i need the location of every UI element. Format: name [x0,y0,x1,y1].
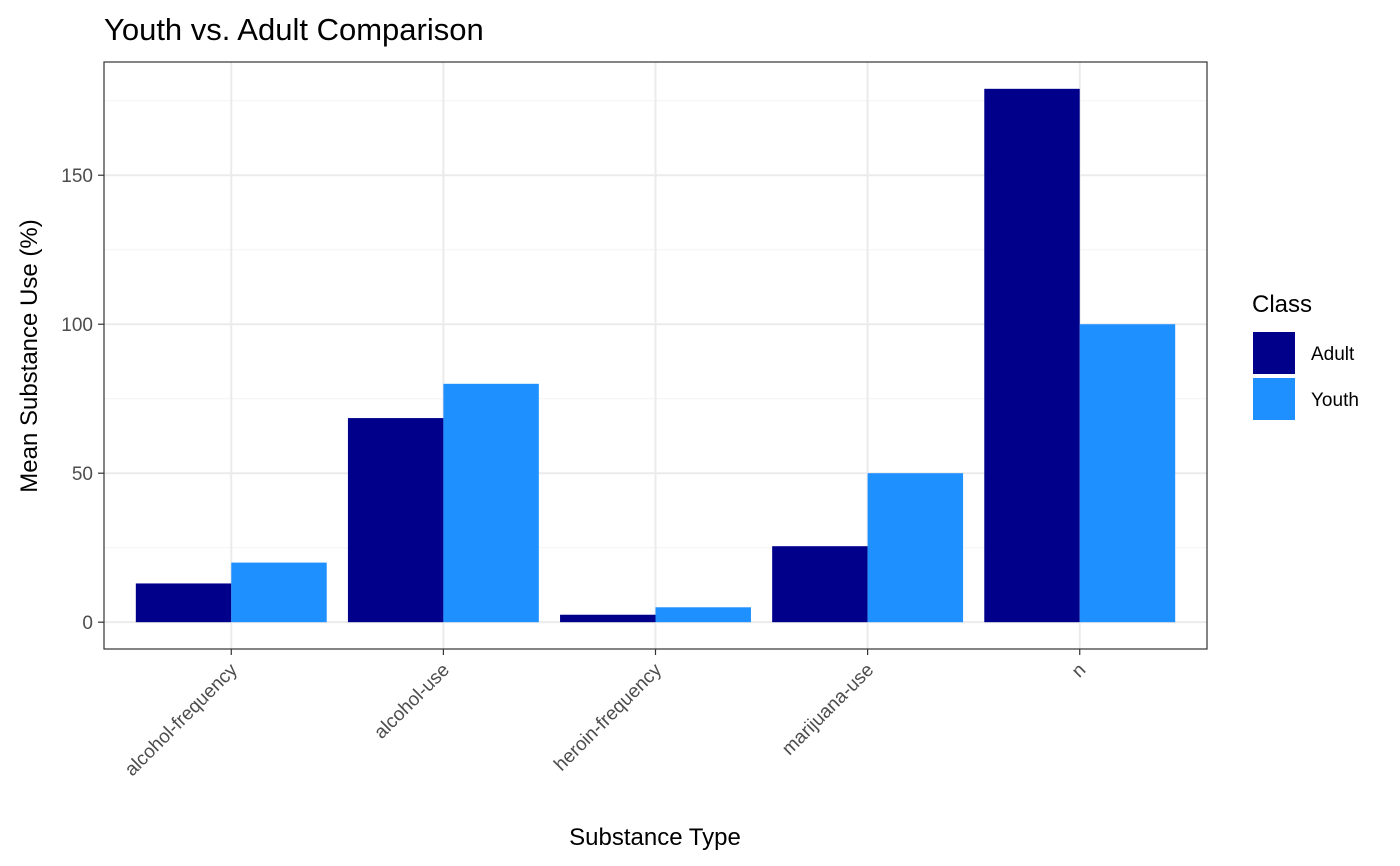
legend-title: Class [1252,291,1312,318]
bar-youth-n [1079,324,1176,623]
bar-adult-alcohol-use [347,418,444,623]
bar-youth-alcohol-frequency [231,562,327,623]
legend-key-youth [1253,378,1295,420]
x-axis-title: Substance Type [569,824,741,851]
y-tick-label: 100 [61,315,93,336]
x-tick-label: heroin-frequency [550,659,666,775]
y-tick-label: 50 [72,464,93,485]
x-tick-label: alcohol-frequency [121,659,242,780]
legend: Class Adult Youth [1252,291,1359,420]
bar-adult-heroin-frequency [560,614,656,623]
legend-key-adult [1253,332,1295,374]
bar-adult-alcohol-frequency [135,583,232,623]
y-axis-title: Mean Substance Use (%) [16,219,43,492]
legend-label-adult: Adult [1311,344,1355,365]
bar-youth-marijuana-use [867,473,964,623]
bar-adult-marijuana-use [772,546,868,623]
x-tick-label: alcohol-use [370,660,454,744]
chart-title: Youth vs. Adult Comparison [104,12,484,47]
y-tick-label: 0 [82,613,93,634]
bar-adult-n [984,88,1080,623]
legend-label-youth: Youth [1311,390,1359,411]
plot-panel: 0 50 100 150 alcohol-frequency alcohol-use her… [61,61,1208,781]
bar-youth-alcohol-use [443,383,539,623]
bar-youth-heroin-frequency [655,607,751,623]
x-tick-label: n [1068,660,1090,682]
y-tick-label: 150 [61,166,93,187]
x-tick-label: marijuana-use [778,660,878,760]
